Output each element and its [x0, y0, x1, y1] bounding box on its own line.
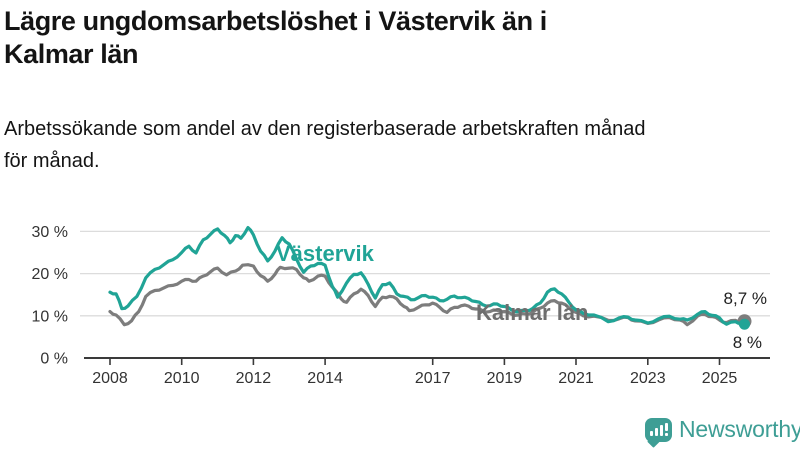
svg-text:2014: 2014 [307, 370, 343, 387]
logo-exclamation [665, 422, 668, 431]
series-label-vastervik: Västervik [276, 241, 374, 266]
chart-subtitle: Arbetssökande som andel av den registerb… [4, 113, 646, 177]
svg-text:2023: 2023 [630, 370, 666, 387]
svg-text:20 %: 20 % [32, 266, 68, 283]
svg-text:2025: 2025 [702, 370, 738, 387]
chart-title: Lägre ungdomsarbetslöshet i Västervik än… [4, 5, 547, 71]
logo-bar-3 [660, 424, 663, 436]
svg-text:2021: 2021 [558, 370, 594, 387]
newsworthy-logo-icon [645, 417, 672, 448]
svg-text:10 %: 10 % [32, 308, 68, 325]
newsworthy-brand-link[interactable]: Newsworthy [645, 416, 800, 448]
end-value-kalmar-lan: 8,7 % [723, 289, 767, 308]
svg-text:2017: 2017 [415, 370, 451, 387]
logo-exclamation-dot [665, 432, 668, 436]
svg-text:2008: 2008 [92, 370, 128, 387]
svg-text:2010: 2010 [164, 370, 200, 387]
svg-text:30 %: 30 % [32, 224, 68, 241]
end-value-vastervik: 8 % [732, 333, 762, 352]
brand-name: Newsworthy [679, 416, 800, 442]
series-label-kalmar-lan: Kalmar län [476, 300, 589, 325]
svg-text:2012: 2012 [236, 370, 272, 387]
chart-subtitle-line-2: för månad. [4, 150, 100, 172]
chart-subtitle-line-1: Arbetssökande som andel av den registerb… [4, 118, 646, 140]
svg-text:2019: 2019 [487, 370, 523, 387]
chart-title-line-1: Lägre ungdomsarbetslöshet i Västervik än… [4, 6, 547, 36]
logo-bar-1 [650, 430, 653, 436]
logo-bar-2 [655, 427, 658, 436]
chart-title-line-2: Kalmar län [4, 39, 139, 69]
svg-text:0 %: 0 % [40, 351, 68, 368]
